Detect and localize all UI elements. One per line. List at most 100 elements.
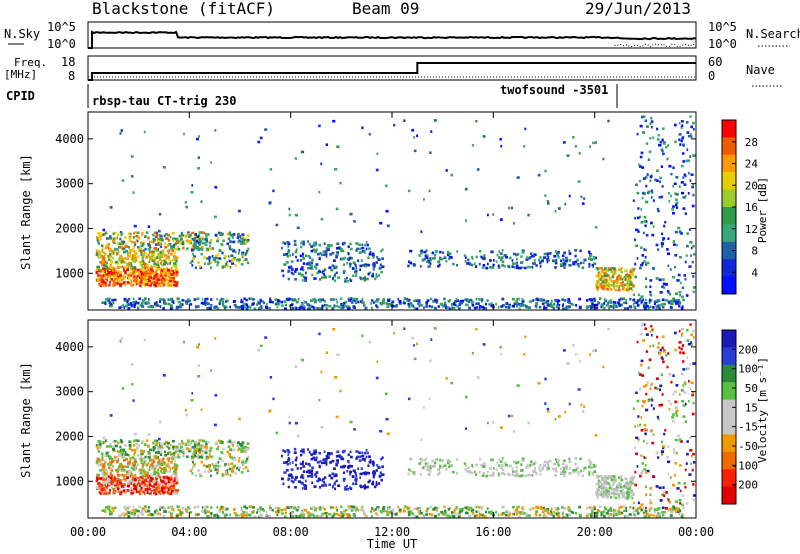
power-cell — [490, 250, 494, 254]
power-cell — [110, 272, 114, 276]
velocity-cell — [516, 465, 518, 469]
velocity-cell — [118, 453, 122, 457]
velocity-cell — [691, 412, 695, 416]
velocity-cell — [540, 467, 544, 471]
velocity-cell — [684, 468, 687, 472]
power-cell — [483, 254, 486, 257]
power-cell — [521, 266, 524, 269]
velocity-cell — [318, 465, 321, 469]
velocity-cell — [307, 474, 310, 478]
power-cell — [140, 260, 143, 264]
velocity-cell — [560, 467, 563, 471]
velocity-cell — [440, 465, 444, 469]
power-cell — [166, 262, 169, 265]
power-cell — [517, 253, 520, 256]
power-cell — [533, 259, 536, 262]
velocity-cell — [614, 492, 617, 496]
velocity-cell — [132, 468, 135, 471]
power-cell — [649, 122, 652, 125]
power-cell — [530, 265, 534, 269]
velocity-cell — [123, 458, 127, 462]
velocity-cell — [193, 463, 196, 466]
power-cell — [387, 303, 391, 306]
power-cell — [325, 247, 329, 250]
power-cell — [245, 240, 247, 244]
velocity-cell — [135, 443, 139, 446]
power-cell — [162, 272, 165, 276]
power-cell — [464, 298, 468, 301]
velocity-cell — [603, 480, 607, 483]
power-cell — [126, 257, 130, 261]
power-cell — [147, 225, 151, 228]
power-cell — [291, 298, 294, 302]
velocity-cell — [645, 441, 649, 445]
power-cell — [307, 303, 311, 307]
velocity-cell — [195, 513, 198, 516]
power-cell — [141, 264, 143, 267]
power-cell — [591, 263, 595, 267]
power-cell — [678, 185, 681, 188]
velocity-cell — [478, 470, 481, 474]
power-cell — [154, 275, 158, 278]
velocity-cell — [375, 483, 378, 486]
power-cell — [408, 298, 411, 302]
power-cell — [490, 304, 494, 308]
velocity-cell — [155, 441, 159, 445]
power-cell — [379, 221, 383, 225]
velocity-cell — [412, 471, 416, 474]
velocity-cell — [311, 481, 314, 485]
power-cell — [515, 304, 519, 308]
power-cell — [688, 171, 690, 175]
velocity-cell — [684, 485, 687, 489]
power-cell — [431, 257, 435, 260]
power-cell — [119, 258, 121, 262]
power-cell — [148, 270, 151, 274]
power-cell — [197, 156, 200, 159]
velocity-cell — [129, 458, 132, 461]
power-cell — [164, 274, 168, 277]
power-cell — [631, 269, 634, 272]
velocity-cell — [501, 468, 505, 472]
power-cell — [334, 279, 337, 283]
velocity-cell — [172, 453, 175, 457]
power-cell — [210, 304, 213, 308]
velocity-cell — [328, 483, 332, 486]
velocity-cell — [206, 456, 210, 460]
power-cell — [621, 287, 624, 291]
velocity-cell — [637, 438, 640, 441]
power-cell — [130, 280, 133, 284]
power-cell — [391, 303, 394, 306]
velocity-cell — [139, 468, 143, 472]
power-cell — [284, 303, 287, 307]
power-cell — [663, 302, 666, 306]
velocity-cell — [359, 508, 363, 511]
power-cell — [531, 255, 534, 258]
power-cell — [632, 199, 635, 202]
velocity-cell — [140, 461, 143, 464]
power-cell — [149, 240, 153, 244]
power-cell — [152, 272, 155, 276]
velocity-cell — [572, 469, 576, 472]
velocity-cell — [294, 458, 298, 462]
power-cell — [590, 300, 593, 303]
power-cell — [288, 213, 291, 217]
power-cell — [549, 252, 552, 255]
power-cell — [607, 301, 609, 305]
velocity-cell — [216, 513, 219, 517]
velocity-cell — [282, 449, 285, 452]
power-cell — [220, 297, 223, 301]
velocity-cell — [333, 474, 336, 478]
power-cell — [108, 301, 111, 304]
velocity-cell — [188, 507, 192, 511]
power-cell — [155, 233, 159, 237]
power-cell — [469, 298, 473, 302]
power-cell — [287, 277, 290, 281]
power-cell — [174, 284, 178, 287]
velocity-cell — [99, 440, 102, 443]
velocity-cell — [546, 468, 549, 472]
power-cell — [245, 303, 248, 307]
velocity-cell — [539, 469, 542, 473]
velocity-cell — [543, 460, 547, 464]
power-cell — [272, 189, 275, 193]
power-cell — [131, 254, 134, 257]
